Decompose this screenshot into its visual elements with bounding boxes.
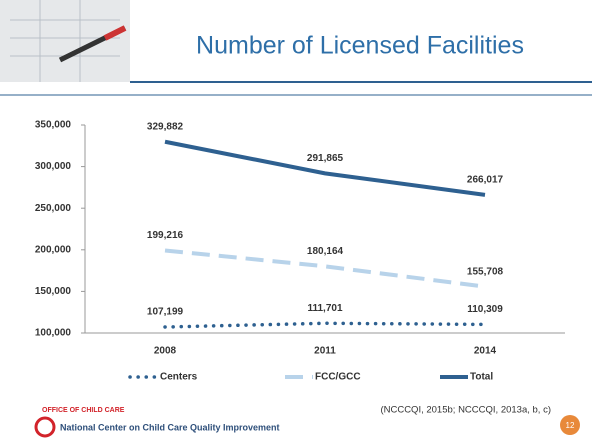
legend-label: Centers	[160, 372, 198, 383]
y-tick-label: 100,000	[35, 328, 72, 339]
y-tick-label: 150,000	[35, 286, 72, 297]
citation: (NCCCQI, 2015b; NCCCQI, 2013a, b, c)	[380, 405, 551, 416]
data-label: 155,708	[467, 266, 504, 277]
footer: OFFICE OF CHILD CARE National Center on …	[34, 405, 580, 438]
x-tick-label: 2011	[314, 346, 336, 357]
data-label: 110,309	[467, 304, 503, 315]
logo-text: OFFICE OF CHILD CARE	[42, 407, 125, 414]
data-label: 291,865	[307, 153, 344, 164]
series-line	[164, 139, 486, 197]
y-tick-label: 300,000	[35, 161, 72, 172]
data-label: 199,216	[147, 230, 184, 241]
y-tick-label: 200,000	[35, 244, 72, 255]
x-tick-label: 2014	[474, 346, 497, 357]
data-label: 329,882	[147, 121, 184, 132]
series-line	[163, 321, 487, 329]
data-label: 107,199	[147, 307, 184, 318]
header-image	[0, 0, 130, 82]
legend-label: Total	[470, 372, 493, 383]
slide-title: Number of Licensed Facilities	[196, 32, 524, 60]
data-label: 180,164	[307, 246, 344, 257]
page-number: 12	[566, 421, 575, 430]
data-label: 266,017	[467, 175, 504, 186]
chart: 100,000 150,000 200,000 250,000 300,000 350,0…	[35, 120, 565, 383]
x-tick-label: 2008	[154, 346, 177, 357]
organization: National Center on Child Care Quality Im…	[60, 422, 280, 432]
data-label: 111,701	[307, 303, 342, 314]
y-tick-label: 350,000	[35, 120, 72, 131]
y-tick-label: 250,000	[35, 203, 72, 214]
page-badge	[560, 415, 580, 435]
legend-label: FCC/GCC	[315, 372, 361, 383]
